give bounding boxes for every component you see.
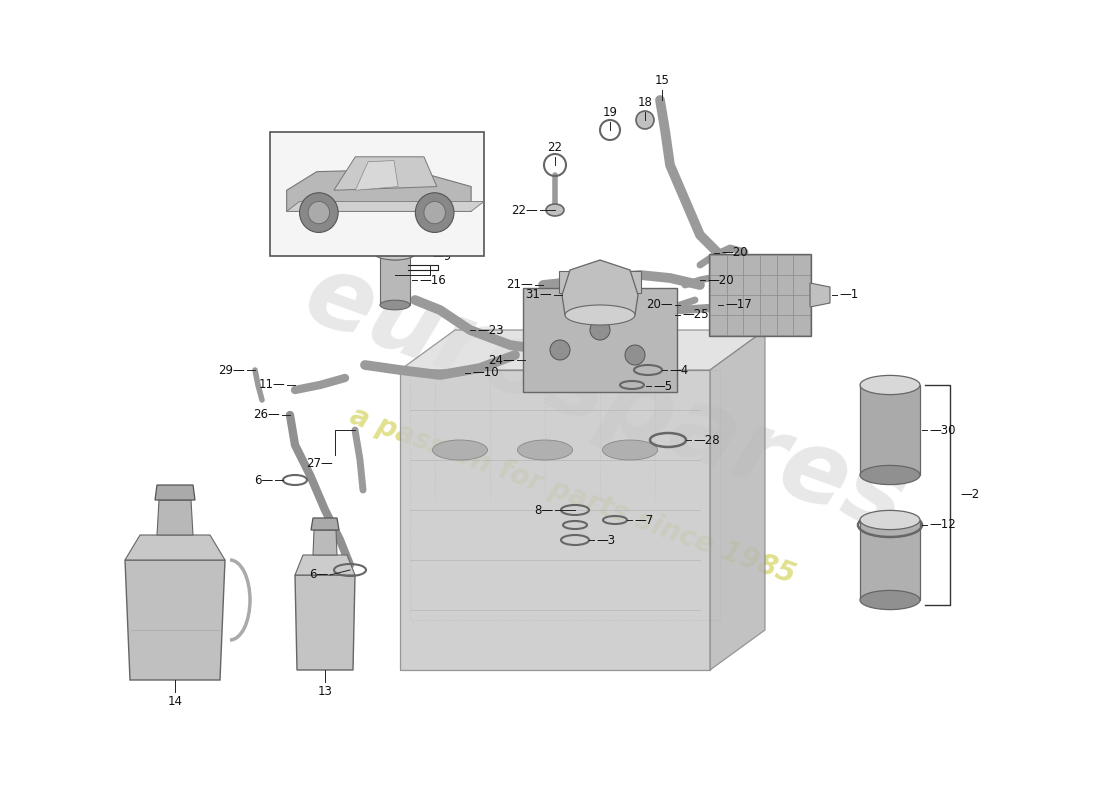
Text: —9: —9 [421, 198, 440, 211]
Ellipse shape [308, 202, 330, 224]
Text: 11—: 11— [258, 378, 285, 391]
Ellipse shape [424, 202, 446, 224]
Ellipse shape [372, 235, 408, 246]
Ellipse shape [379, 300, 410, 310]
Polygon shape [860, 520, 920, 600]
Text: 20—: 20— [647, 298, 673, 311]
Text: —2: —2 [960, 489, 979, 502]
Polygon shape [125, 560, 226, 680]
Text: —4: —4 [669, 363, 689, 377]
Text: 22: 22 [548, 141, 562, 154]
Ellipse shape [546, 204, 564, 216]
Ellipse shape [299, 193, 338, 233]
FancyBboxPatch shape [559, 271, 641, 293]
Ellipse shape [860, 510, 920, 530]
Polygon shape [125, 535, 226, 560]
Ellipse shape [517, 440, 572, 460]
Text: —23: —23 [477, 323, 504, 337]
Text: 6—: 6— [309, 569, 328, 582]
Text: 6—: 6— [254, 474, 273, 486]
Ellipse shape [636, 111, 654, 129]
Polygon shape [157, 500, 192, 535]
Ellipse shape [374, 246, 416, 260]
Polygon shape [379, 255, 410, 305]
Ellipse shape [432, 440, 487, 460]
Polygon shape [400, 330, 764, 370]
Ellipse shape [416, 193, 454, 233]
Text: 19: 19 [603, 106, 617, 119]
Polygon shape [311, 518, 339, 530]
Text: 24—: 24— [488, 354, 515, 366]
Polygon shape [287, 170, 471, 211]
Text: —30: —30 [930, 423, 956, 437]
Text: 8—: 8— [534, 503, 553, 517]
Polygon shape [372, 213, 408, 241]
Text: —17: —17 [725, 298, 751, 311]
Text: —1: —1 [839, 289, 858, 302]
Polygon shape [355, 161, 398, 190]
Ellipse shape [372, 207, 408, 218]
Polygon shape [295, 555, 355, 575]
Polygon shape [287, 202, 484, 211]
Text: —3: —3 [596, 534, 615, 546]
FancyBboxPatch shape [522, 288, 676, 392]
Polygon shape [810, 283, 830, 307]
Text: —10: —10 [472, 366, 498, 379]
Circle shape [550, 340, 570, 360]
Ellipse shape [371, 198, 409, 212]
Ellipse shape [603, 440, 658, 460]
Text: 22—: 22— [512, 203, 538, 217]
Text: 13: 13 [318, 685, 332, 698]
Ellipse shape [379, 250, 410, 260]
Text: a passion for parts since 1985: a passion for parts since 1985 [345, 402, 799, 590]
Text: —28: —28 [693, 434, 719, 446]
Text: —7: —7 [634, 514, 653, 526]
FancyBboxPatch shape [710, 254, 811, 336]
Text: 27—: 27— [306, 457, 333, 470]
Bar [270, 132, 484, 256]
Ellipse shape [860, 590, 920, 610]
Text: —9: —9 [432, 250, 451, 263]
Text: —5: —5 [653, 379, 672, 393]
Text: 21—: 21— [506, 278, 534, 291]
Polygon shape [860, 385, 920, 475]
Text: —20: —20 [720, 246, 748, 259]
Polygon shape [334, 157, 437, 190]
Text: —16: —16 [419, 274, 446, 286]
Polygon shape [400, 370, 710, 670]
Polygon shape [314, 530, 337, 555]
Polygon shape [710, 330, 764, 670]
Ellipse shape [860, 375, 920, 394]
Text: 29—: 29— [218, 363, 245, 377]
Text: —12: —12 [930, 518, 956, 531]
Polygon shape [295, 575, 355, 670]
Text: 15: 15 [654, 74, 670, 87]
Text: eurospares: eurospares [292, 246, 918, 554]
Text: 31—: 31— [526, 289, 552, 302]
Polygon shape [562, 260, 638, 315]
Circle shape [625, 345, 645, 365]
Text: 26—: 26— [253, 409, 280, 422]
Text: —25: —25 [682, 309, 708, 322]
Ellipse shape [860, 466, 920, 485]
Text: 18: 18 [638, 96, 652, 109]
Text: —20: —20 [707, 274, 734, 286]
Circle shape [590, 320, 610, 340]
Polygon shape [155, 485, 195, 500]
Text: 14: 14 [167, 695, 183, 708]
Ellipse shape [565, 305, 635, 325]
